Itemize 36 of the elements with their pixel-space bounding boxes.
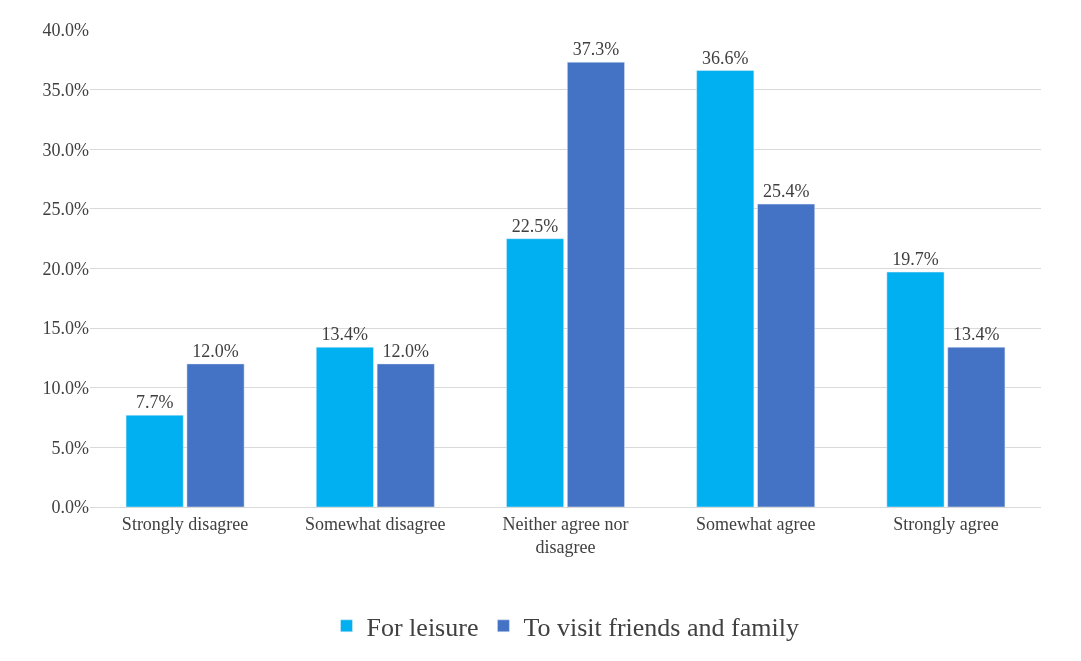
bar: [696, 70, 755, 507]
y-tick-label: 35.0%: [42, 79, 89, 100]
data-label: 7.7%: [135, 392, 174, 413]
y-tick-label: 10.0%: [42, 378, 89, 399]
bar: [316, 346, 374, 507]
x-tick-label: Somewhat disagree: [305, 513, 446, 534]
bar: [567, 61, 625, 507]
bar: [186, 363, 245, 507]
x-tick-label: Neither agree nor disagree: [502, 513, 629, 557]
bar: [757, 203, 815, 507]
bar: [376, 363, 435, 507]
data-label: 22.5%: [511, 215, 559, 236]
y-tick-label: 40.0%: [42, 20, 89, 41]
y-tick-label: 25.0%: [42, 199, 89, 220]
data-label: 36.6%: [702, 47, 749, 68]
bar: [886, 271, 945, 507]
data-label: 12.0%: [382, 340, 429, 361]
data-label: 13.4%: [321, 324, 369, 345]
y-tick-label: 15.0%: [42, 318, 89, 339]
x-tick-label: Strongly disagree: [121, 513, 249, 534]
bar: [947, 346, 1006, 507]
y-tick-label: 0.0%: [51, 497, 89, 518]
data-label: 13.4%: [953, 324, 1000, 345]
bar: [125, 414, 184, 507]
x-tick-label: Strongly agree: [893, 513, 999, 534]
data-label: 25.4%: [762, 181, 810, 202]
data-label: 19.7%: [892, 249, 939, 270]
y-tick-label: 5.0%: [51, 437, 89, 458]
data-label: 12.0%: [192, 340, 239, 361]
legend-label: To visit friends and family: [523, 612, 799, 642]
y-tick-label: 20.0%: [42, 258, 89, 279]
y-tick-label: 30.0%: [42, 139, 89, 160]
bar: [506, 238, 564, 507]
data-label: 37.3%: [572, 39, 620, 60]
legend-label: For leisure: [366, 612, 479, 642]
x-tick-label: Somewhat agree: [695, 513, 816, 534]
